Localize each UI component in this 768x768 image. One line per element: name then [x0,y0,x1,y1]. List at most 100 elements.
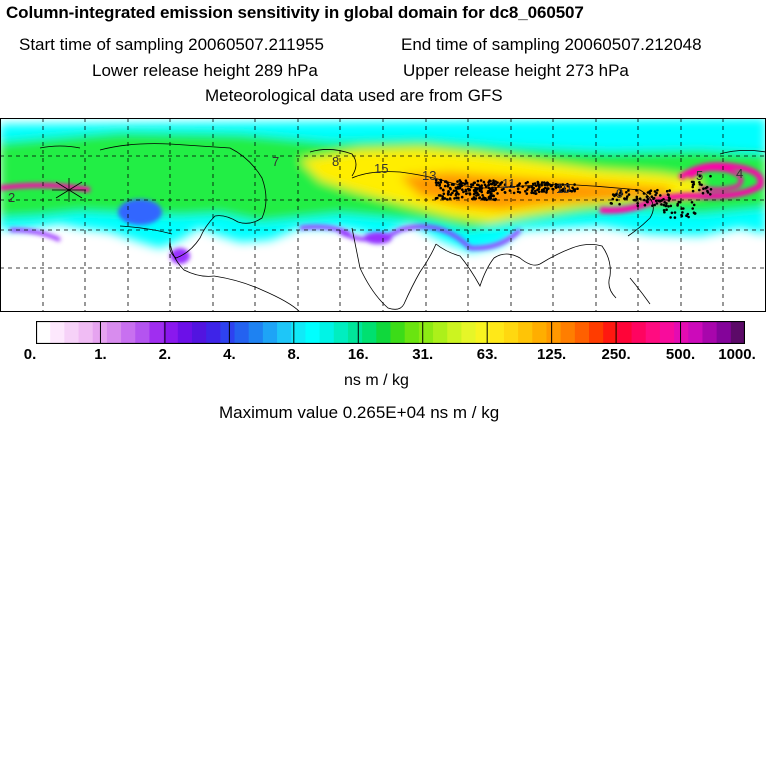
legend-color-cell [36,321,51,344]
track-point [465,192,468,196]
track-point [516,184,519,187]
legend-tick-label: 2. [158,346,172,363]
track-point [709,174,712,178]
track-point [635,189,638,192]
track-point [510,184,513,188]
sensitivity-band-purple [9,224,522,251]
track-point [500,181,504,184]
track-point [698,174,702,178]
track-point [518,191,522,194]
plume-label: 8 [332,154,339,169]
track-point [685,214,688,218]
track-point [566,189,570,192]
track-point [668,197,672,200]
track-point [534,189,537,193]
track-point [651,204,654,207]
track-point [484,185,488,188]
track-point [464,188,468,192]
track-point [449,193,453,196]
track-point [493,183,496,187]
track-point [452,189,456,193]
legend-color-cell [418,321,434,344]
track-point [521,185,524,188]
legend-color-cell [376,321,392,344]
track-point [615,192,618,196]
sensitivity-band-magenta [599,162,764,214]
track-point [638,197,642,200]
track-point [547,187,550,190]
track-point [648,190,651,193]
track-point [673,211,677,214]
legend-color-cell [121,321,136,344]
sampling-start-time: Start time of sampling 20060507.211955 [19,35,324,54]
track-point [512,191,516,195]
track-point [518,182,521,185]
legend-color-cell [333,321,349,344]
track-point [571,186,574,189]
track-point [530,185,534,188]
legend-tick-label: 500. [665,346,696,363]
track-point [492,181,496,185]
emission-sensitivity-map: 2 7 8 15 13 11 10 9 5 4 [0,118,766,312]
track-point [527,185,530,189]
track-point [455,196,458,199]
track-point [500,188,504,191]
track-point [488,195,492,198]
track-point [677,200,681,204]
track-point [442,192,446,196]
track-point [627,193,631,196]
legend-color-cell [688,321,704,344]
track-point [563,190,567,193]
track-point [455,192,458,195]
track-point [459,185,463,188]
track-point [561,183,565,186]
track-point [481,194,484,197]
track-point [653,203,656,207]
legend-color-cell [645,321,661,344]
legend-color-cell [461,321,477,344]
track-point [686,212,690,216]
track-point [681,211,684,214]
track-point [458,182,462,186]
track-point [536,180,540,184]
track-point [475,187,479,190]
track-point [503,183,507,186]
track-point [669,204,673,208]
track-point [497,184,500,188]
track-point [673,216,677,219]
track-point [496,181,499,184]
track-point [477,193,480,197]
plume-label: 9 [616,186,623,201]
track-point [652,196,656,200]
track-point [478,187,481,190]
track-point [557,185,561,189]
track-point [650,195,654,198]
track-point [439,186,443,190]
track-point [436,181,440,184]
track-point [611,193,615,196]
flight-track-points [434,174,713,219]
track-point [534,192,537,195]
track-point [525,188,529,191]
legend-color-cell [262,321,278,344]
track-point [470,183,473,186]
legend-color-cell [347,321,363,344]
legend-color-cell [475,321,491,344]
legend-color-cell [631,321,647,344]
track-point [476,179,480,183]
legend-color-cell [532,321,548,344]
legend-color-cell [234,321,250,344]
track-point [466,187,470,191]
plume-label: 4 [736,166,743,181]
track-point [537,190,541,194]
track-point [698,183,702,186]
legend-tick-label: 31. [412,346,434,363]
track-point [492,198,495,201]
plume-label: 10 [556,181,570,196]
legend-color-cell [730,321,745,344]
track-point [503,191,507,194]
legend-color-cell [518,321,533,344]
track-point [698,188,701,192]
track-point [439,180,443,184]
track-point [490,182,494,186]
